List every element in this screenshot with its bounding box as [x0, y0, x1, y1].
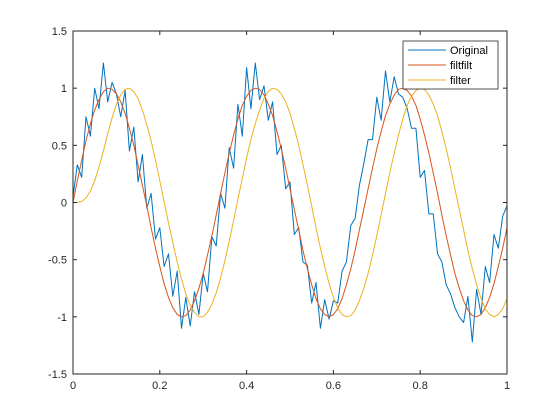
x-tick-label: 0: [70, 380, 76, 392]
x-tick-label: 0.4: [239, 380, 254, 392]
x-tick-label: 0.8: [413, 380, 428, 392]
x-tick-label: 0.2: [152, 380, 167, 392]
y-tick-label: 0.5: [52, 140, 67, 152]
y-tick-label: -1.5: [48, 369, 67, 381]
y-axis: -1.5 -1 -0.5 0 0.5 1 1.5: [48, 26, 507, 381]
legend-item-filtfilt: filtfilt: [408, 60, 472, 72]
legend-label-filtfilt: filtfilt: [450, 60, 472, 72]
legend-item-original: Original: [408, 45, 488, 57]
y-tick-label: -1: [57, 312, 67, 324]
series-layer: [72, 62, 508, 343]
legend-item-filter: filter: [408, 75, 471, 87]
legend: Original filtfilt filter: [402, 40, 499, 90]
y-tick-label: -0.5: [48, 255, 67, 267]
series-line-filtfilt: [72, 87, 508, 318]
y-tick-label: 1: [61, 83, 67, 95]
legend-label-original: Original: [450, 45, 488, 57]
legend-label-filter: filter: [450, 75, 471, 87]
x-axis: 0 0.2 0.4 0.6 0.8 1: [70, 31, 510, 392]
series-line-original: [72, 62, 508, 343]
y-tick-label: 1.5: [52, 26, 67, 38]
x-tick-label: 0.6: [326, 380, 341, 392]
series-line-filter: [73, 87, 508, 318]
x-tick-label: 1: [504, 380, 510, 392]
y-tick-label: 0: [61, 198, 67, 210]
